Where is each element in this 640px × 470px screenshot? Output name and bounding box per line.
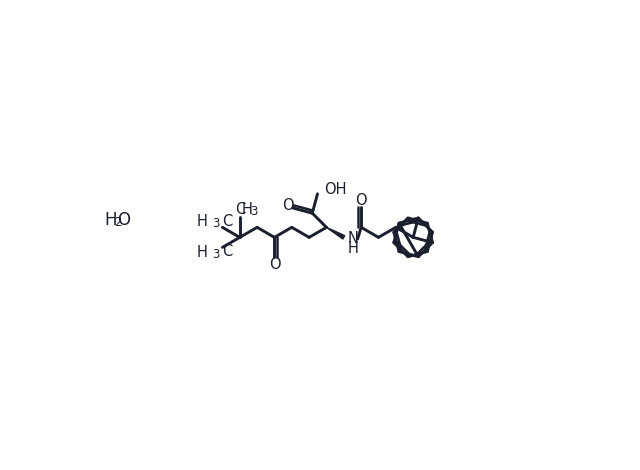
Text: C: C <box>235 202 245 217</box>
Text: H: H <box>104 211 117 228</box>
Text: O: O <box>269 257 281 272</box>
Text: H: H <box>196 214 207 229</box>
Text: 2: 2 <box>114 216 122 229</box>
Text: 3: 3 <box>250 205 257 219</box>
Text: H: H <box>242 202 253 217</box>
Text: OH: OH <box>324 182 347 197</box>
Text: C: C <box>221 214 232 229</box>
Text: O: O <box>118 211 131 228</box>
Text: H: H <box>348 241 358 256</box>
Text: H: H <box>196 245 207 260</box>
Text: O: O <box>282 198 293 213</box>
Polygon shape <box>326 227 345 239</box>
Text: 3: 3 <box>212 217 220 230</box>
Text: N: N <box>348 231 358 246</box>
Text: O: O <box>355 193 367 208</box>
Text: 3: 3 <box>212 248 220 261</box>
Text: C: C <box>221 244 232 259</box>
